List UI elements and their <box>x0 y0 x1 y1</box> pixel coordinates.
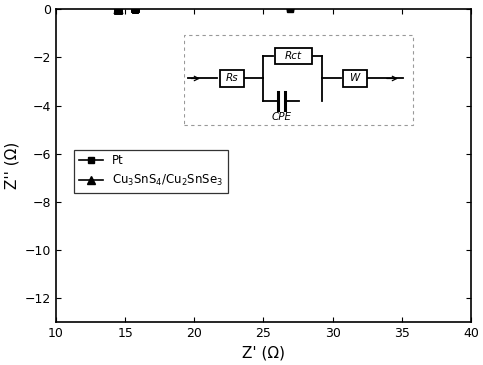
FancyBboxPatch shape <box>275 47 312 64</box>
FancyBboxPatch shape <box>343 70 367 87</box>
Text: Rct: Rct <box>285 51 302 61</box>
Legend: Pt, Cu$_3$SnS$_4$/Cu$_2$SnSe$_3$: Pt, Cu$_3$SnS$_4$/Cu$_2$SnSe$_3$ <box>74 150 228 193</box>
FancyBboxPatch shape <box>220 70 244 87</box>
Y-axis label: Z'' (Ω): Z'' (Ω) <box>4 142 19 189</box>
Text: CPE: CPE <box>271 112 291 122</box>
X-axis label: Z' (Ω): Z' (Ω) <box>242 346 285 361</box>
Text: Rs: Rs <box>226 73 238 84</box>
Text: W: W <box>350 73 360 84</box>
